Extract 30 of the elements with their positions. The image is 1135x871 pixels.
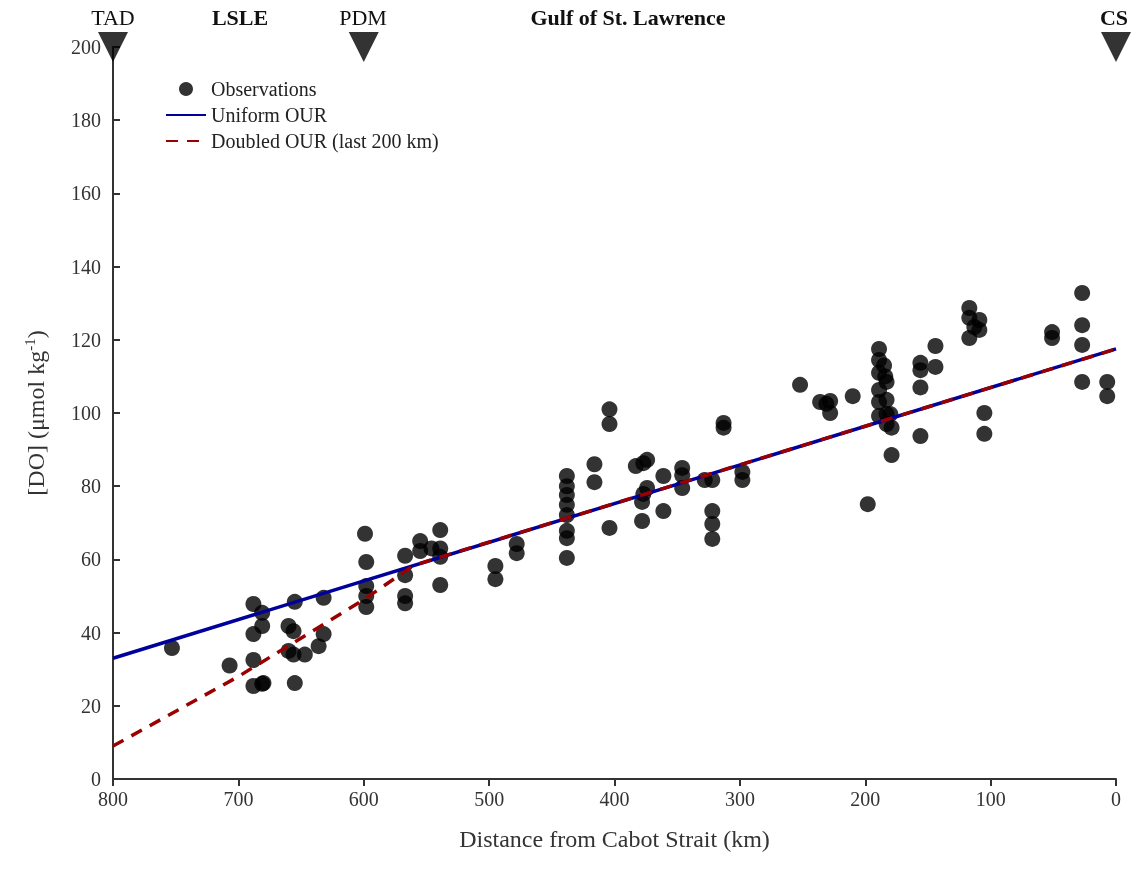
y-tick-label: 0 bbox=[91, 768, 101, 790]
y-tick-label: 80 bbox=[81, 475, 101, 498]
x-tick-label: 400 bbox=[599, 788, 630, 810]
text: LSLE bbox=[211, 4, 269, 30]
legend-label: Doubled OUR (last 200 km) bbox=[211, 130, 439, 153]
y-tick-label: 100 bbox=[71, 402, 101, 424]
y-tick-label: 160 bbox=[71, 182, 101, 205]
text: Gulf of St. Lawrence bbox=[530, 4, 726, 30]
x-tick-label: 800 bbox=[98, 788, 128, 810]
y-tick-label: 140 bbox=[71, 255, 101, 278]
y-tick-label: 40 bbox=[81, 621, 101, 644]
x-tick-label: 300 bbox=[724, 788, 755, 810]
text: CS bbox=[1099, 4, 1129, 30]
y-tick-label: 180 bbox=[71, 109, 101, 132]
legend-label: Uniform OUR bbox=[211, 104, 328, 126]
text: TAD bbox=[91, 4, 135, 30]
x-tick-label: 600 bbox=[348, 788, 379, 810]
legend-label: Observations bbox=[211, 78, 317, 100]
x-tick-label: 700 bbox=[223, 788, 254, 810]
x-tick-label: 200 bbox=[850, 788, 881, 810]
y-tick-label: 120 bbox=[71, 328, 101, 351]
text: PDM bbox=[339, 4, 387, 30]
y-tick-label: 20 bbox=[81, 694, 101, 717]
x-tick-label: 500 bbox=[474, 788, 505, 810]
x-tick-label: 100 bbox=[975, 788, 1006, 810]
y-tick-label: 200 bbox=[71, 36, 101, 58]
y-axis-title: [DO] (μmol kg-1) bbox=[21, 330, 49, 496]
y-tick-label: 60 bbox=[81, 548, 101, 571]
x-tick-label: 0 bbox=[1111, 788, 1121, 810]
x-axis-title: Distance from Cabot Strait (km) bbox=[459, 826, 770, 852]
